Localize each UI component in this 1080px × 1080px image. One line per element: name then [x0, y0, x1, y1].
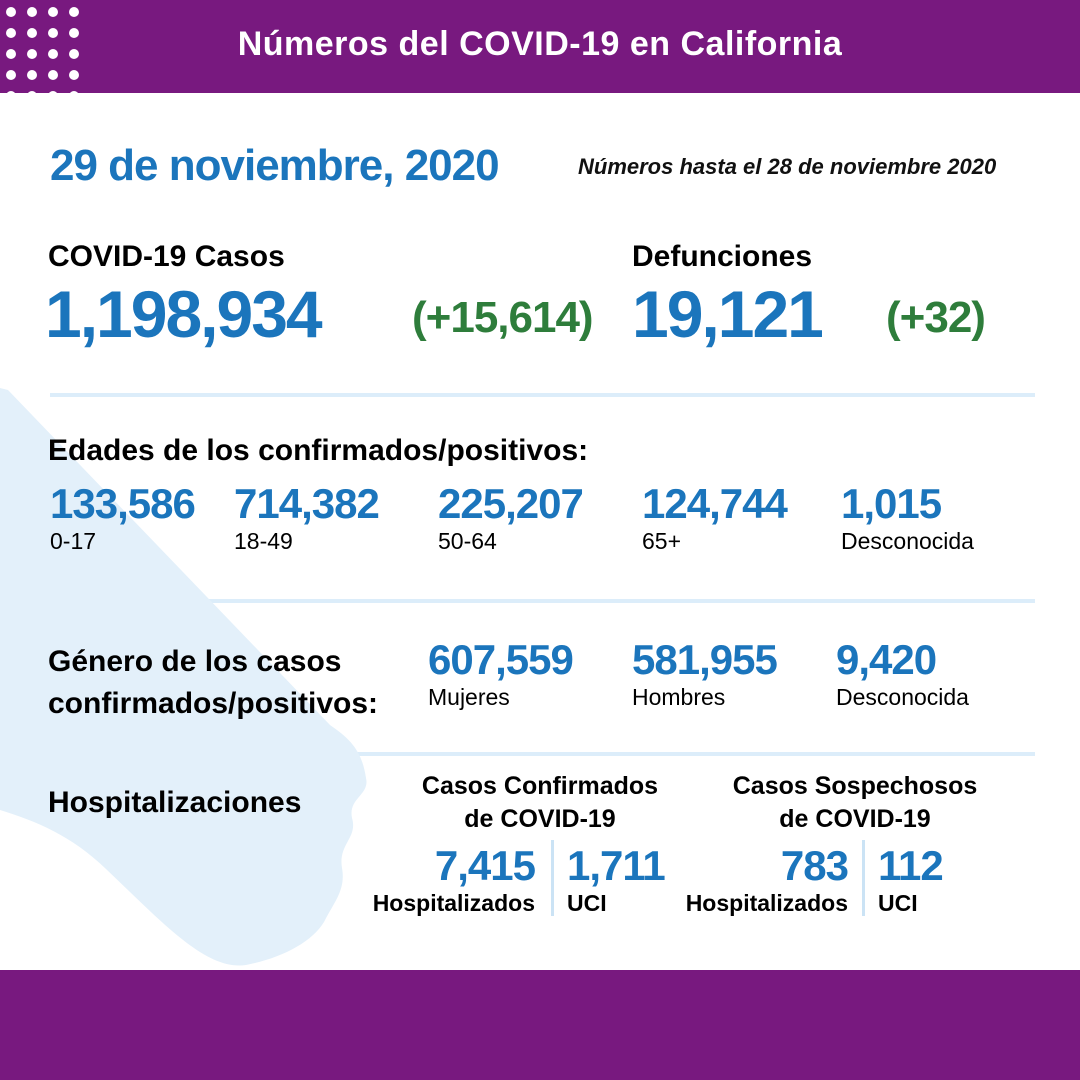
age-0-17-label: 0-17	[50, 528, 97, 554]
ages-heading: Edades de los confirmados/positivos:	[48, 434, 589, 467]
gender-heading-line2: confirmados/positivos:	[48, 687, 379, 720]
confirmed-hospitalized-label: Hospitalizados	[372, 890, 535, 916]
confirmed-cases-header-line2: de COVID-19	[464, 804, 616, 833]
suspected-cases-header-line1: Casos Sospechosos	[732, 772, 978, 800]
confirmed-icu-value: 1,711	[567, 842, 666, 889]
deaths-delta: (+32)	[886, 293, 986, 342]
age-18-49-label: 18-49	[234, 528, 293, 554]
divider-3	[50, 752, 1035, 756]
age-unknown-value: 1,015	[841, 480, 942, 527]
age-unknown-label: Desconocida	[841, 528, 974, 554]
confirmed-icu-label: UCI	[567, 890, 607, 916]
gender-unknown-value: 9,420	[836, 636, 937, 683]
age-0-17-value: 133,586	[50, 480, 196, 527]
gender-male-label: Hombres	[632, 684, 726, 710]
gender-male-value: 581,955	[632, 636, 778, 683]
page-title: Números del COVID-19 en California	[237, 25, 843, 63]
confirmed-hospitalized-value: 7,415	[434, 842, 536, 889]
separator-confirmed	[551, 840, 554, 916]
confirmed-cases-header-line1: Casos Confirmados	[421, 772, 659, 800]
hospitalizations-heading: Hospitalizaciones	[48, 786, 302, 819]
suspected-cases-header: Casos Sospechosos de COVID-19	[690, 770, 1020, 835]
california-map-silhouette	[0, 388, 367, 966]
deaths-label: Defunciones	[632, 240, 813, 273]
gender-female-label: Mujeres	[428, 684, 510, 710]
header-bar: Números del COVID-19 en California	[0, 0, 1080, 93]
cases-label: COVID-19 Casos	[48, 240, 285, 273]
gender-female-value: 607,559	[428, 636, 574, 683]
age-65plus-label: 65+	[642, 528, 682, 554]
age-18-49-value: 714,382	[234, 480, 380, 527]
deaths-total: 19,121	[632, 277, 824, 351]
suspected-hospitalized-value: 783	[780, 842, 849, 889]
report-date: 29 de noviembre, 2020	[50, 141, 500, 190]
footer-bar: Tus acciones salvan vidas. covid19.ca.go…	[0, 970, 1080, 1080]
suspected-icu-label: UCI	[878, 890, 918, 916]
separator-suspected	[862, 840, 865, 916]
cases-total: 1,198,934	[45, 277, 323, 351]
data-as-of-note: Números hasta el 28 de noviembre 2020	[578, 154, 997, 179]
gender-heading-line1: Género de los casos	[48, 645, 342, 678]
divider-1	[50, 393, 1035, 397]
gender-heading: Género de los casos confirmados/positivo…	[48, 641, 378, 725]
dots-pattern-icon	[6, 7, 79, 93]
suspected-hospitalized-label: Hospitalizados	[685, 890, 848, 916]
cases-delta: (+15,614)	[412, 293, 594, 342]
age-50-64-label: 50-64	[438, 528, 497, 554]
gender-unknown-label: Desconocida	[836, 684, 969, 710]
age-50-64-value: 225,207	[438, 480, 584, 527]
confirmed-cases-header: Casos Confirmados de COVID-19	[370, 770, 710, 835]
age-65plus-value: 124,744	[642, 480, 788, 527]
suspected-icu-value: 112	[878, 842, 944, 889]
suspected-cases-header-line2: de COVID-19	[779, 804, 931, 833]
divider-2	[50, 599, 1035, 603]
